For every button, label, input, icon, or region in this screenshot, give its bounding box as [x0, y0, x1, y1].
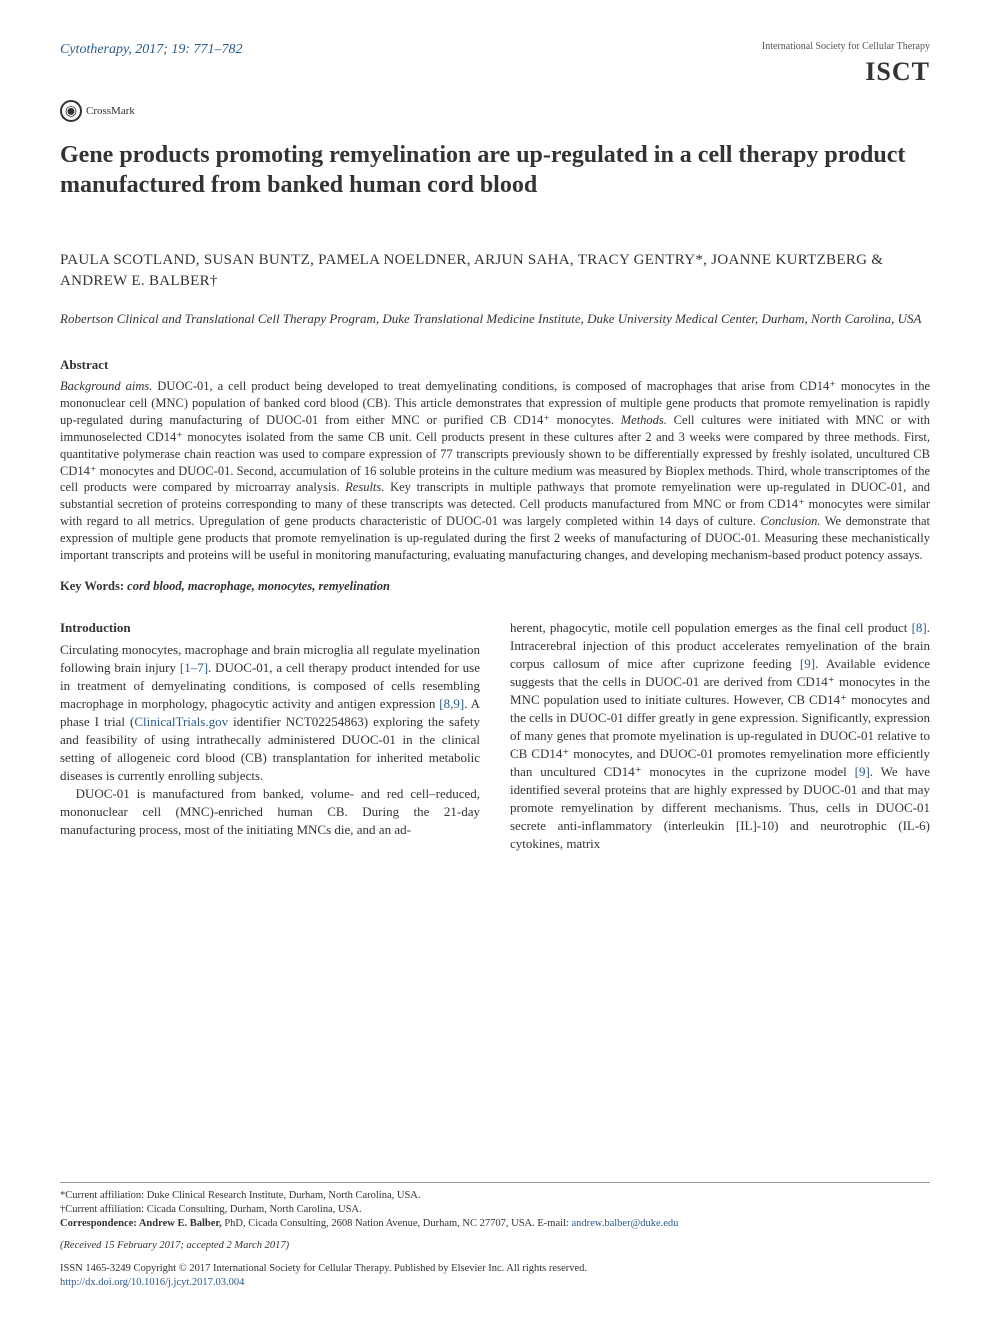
keywords-values: cord blood, macrophage, monocytes, remye…	[127, 579, 390, 593]
journal-name: Cytotherapy,	[60, 42, 132, 57]
article-title: Gene products promoting remyelination ar…	[60, 140, 930, 200]
intro-text: herent, phagocytic, motile cell populati…	[510, 620, 912, 635]
doi-link[interactable]: http://dx.doi.org/10.1016/j.jcyt.2017.03…	[60, 1276, 930, 1290]
correspondence-name: Andrew E. Balber,	[137, 1218, 225, 1229]
footnote-affiliation-2: †Current affiliation: Cicada Consulting,…	[60, 1203, 930, 1217]
body-columns: Introduction Circulating monocytes, macr…	[60, 619, 930, 852]
abstract-body: Background aims. DUOC-01, a cell product…	[60, 378, 930, 564]
ref-link[interactable]: [9]	[800, 656, 815, 671]
intro-text: . Available evidence suggests that the c…	[510, 656, 930, 779]
ref-link[interactable]: [9]	[855, 764, 870, 779]
abstract-conclusion-label: Conclusion.	[760, 514, 820, 528]
page-footer: *Current affiliation: Duke Clinical Rese…	[60, 1182, 930, 1290]
abstract-methods-label: Methods.	[621, 413, 667, 427]
intro-paragraph-2: DUOC-01 is manufactured from banked, vol…	[60, 785, 480, 839]
correspondence-email[interactable]: andrew.balber@duke.edu	[571, 1218, 678, 1229]
ref-link[interactable]: [8]	[912, 620, 927, 635]
intro-paragraph-2-cont: herent, phagocytic, motile cell populati…	[510, 619, 930, 852]
journal-year-pages: 2017; 19: 771–782	[135, 42, 242, 57]
introduction-heading: Introduction	[60, 619, 480, 637]
ref-link[interactable]: [8,9]	[439, 696, 464, 711]
copyright-line: ISSN 1465-3249 Copyright © 2017 Internat…	[60, 1262, 930, 1276]
correspondence-label: Correspondence:	[60, 1218, 137, 1229]
footer-divider	[60, 1182, 930, 1183]
received-dates: (Received 15 February 2017; accepted 2 M…	[60, 1239, 930, 1253]
page-header: Cytotherapy, 2017; 19: 771–782 Internati…	[60, 40, 930, 90]
correspondence-address: PhD, Cicada Consulting, 2608 Nation Aven…	[224, 1218, 571, 1229]
abstract-heading: Abstract	[60, 356, 930, 374]
author-list: PAULA SCOTLAND, SUSAN BUNTZ, PAMELA NOEL…	[60, 250, 930, 292]
affiliation: Robertson Clinical and Translational Cel…	[60, 310, 930, 328]
footnote-affiliation-1: *Current affiliation: Duke Clinical Rese…	[60, 1189, 930, 1203]
ref-link[interactable]: [1–7]	[180, 660, 208, 675]
keywords: Key Words: cord blood, macrophage, monoc…	[60, 578, 930, 596]
intro-paragraph-1: Circulating monocytes, macrophage and br…	[60, 641, 480, 785]
crossmark-label: CrossMark	[86, 104, 135, 119]
right-column: herent, phagocytic, motile cell populati…	[510, 619, 930, 852]
keywords-label: Key Words:	[60, 579, 124, 593]
journal-citation: Cytotherapy, 2017; 19: 771–782	[60, 40, 243, 60]
crossmark-icon: ◉	[60, 100, 82, 122]
abstract-background-label: Background aims.	[60, 379, 152, 393]
abstract-results-label: Results.	[345, 480, 384, 494]
isct-logo: International Society for Cellular Thera…	[762, 40, 930, 90]
crossmark-badge[interactable]: ◉ CrossMark	[60, 100, 930, 122]
correspondence: Correspondence: Andrew E. Balber, PhD, C…	[60, 1217, 930, 1231]
isct-tagline: International Society for Cellular Thera…	[762, 40, 930, 54]
trial-link[interactable]: ClinicalTrials.gov	[134, 714, 228, 729]
left-column: Introduction Circulating monocytes, macr…	[60, 619, 480, 852]
isct-name: ISCT	[762, 54, 930, 90]
